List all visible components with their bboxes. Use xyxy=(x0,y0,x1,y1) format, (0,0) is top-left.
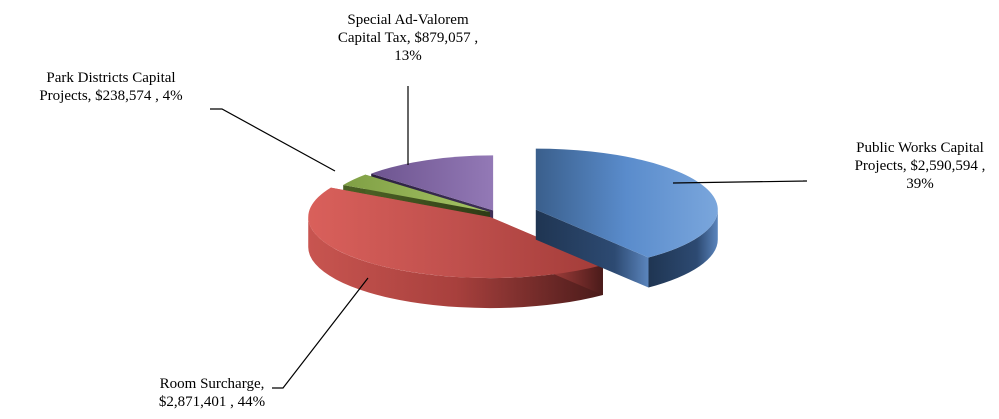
data-label-line: Capital Tax, $879,057 , xyxy=(338,30,478,46)
data-label-line: 39% xyxy=(906,176,934,192)
pie-slice-public-works xyxy=(535,148,718,288)
data-label-line: Park Districts Capital xyxy=(46,70,175,86)
pie-slice-room-surcharge xyxy=(308,187,603,309)
data-label-special-ad-valorem: Special Ad-Valorem Capital Tax, $879,057 … xyxy=(338,12,478,64)
data-label-line: Room Surcharge, xyxy=(160,376,265,392)
leader-line-room-surcharge xyxy=(272,277,369,389)
pie-slice-top-special-ad-valorem xyxy=(371,155,494,211)
pie-slice-side-room-surcharge xyxy=(308,217,603,309)
pie-slice-wall-public-works-1 xyxy=(535,209,649,288)
pie-slice-top-public-works xyxy=(535,148,718,258)
pie-slice-top-room-surcharge xyxy=(308,187,603,279)
data-label-line: Projects, $238,574 , 4% xyxy=(39,88,182,104)
data-label-public-works: Public Works Capital Projects, $2,590,594… xyxy=(855,140,986,192)
pie-slice-side-public-works xyxy=(648,209,718,288)
data-label-line: $2,871,401 , 44% xyxy=(159,394,265,410)
data-label-park-districts: Park Districts Capital Projects, $238,574… xyxy=(39,70,182,104)
data-label-line: Public Works Capital xyxy=(856,140,984,156)
leader-line-park-districts xyxy=(210,108,336,172)
leader-line-public-works xyxy=(672,180,808,184)
data-label-line: Projects, $2,590,594 , xyxy=(855,158,986,174)
data-label-line: 13% xyxy=(394,48,422,64)
pie-slice-top-park-districts xyxy=(343,174,490,213)
data-label-room-surcharge: Room Surcharge, $2,871,401 , 44% xyxy=(159,376,265,410)
data-label-line: Special Ad-Valorem xyxy=(347,12,469,28)
